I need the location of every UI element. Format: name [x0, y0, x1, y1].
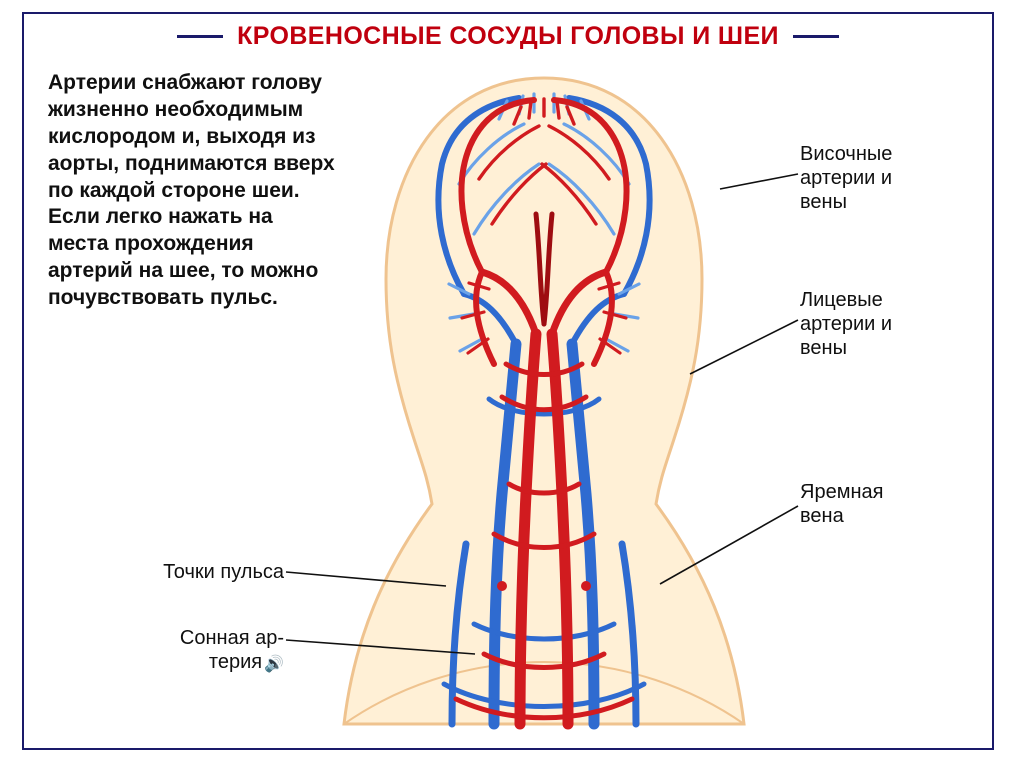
page-title: КРОВЕНОСНЫЕ СОСУДЫ ГОЛОВЫ И ШЕИ: [237, 22, 779, 51]
label-jugular: Яремнаявена: [800, 480, 970, 528]
label-facial-text: Лицевыеартерии ивены: [800, 289, 892, 359]
description-paragraph: Артерии снабжают голову жизненно необход…: [48, 70, 338, 312]
label-pulse: Точки пульса: [106, 560, 284, 584]
sound-icon[interactable]: 🔊: [264, 655, 284, 674]
label-facial: Лицевыеартерии ивены: [800, 288, 970, 360]
label-pulse-text: Точки пульса: [163, 561, 284, 583]
anatomy-diagram: [324, 64, 764, 744]
label-jugular-text: Яремнаявена: [800, 481, 883, 527]
title-dash-left: [177, 35, 223, 38]
head-outline: [344, 78, 744, 724]
label-carotid: Сонная ар-терия🔊: [106, 626, 284, 674]
title-dash-right: [793, 35, 839, 38]
title-row: КРОВЕНОСНЫЕ СОСУДЫ ГОЛОВЫ И ШЕИ: [24, 22, 992, 51]
label-temporal: Височныеартерии ивены: [800, 142, 970, 214]
diagram-frame: КРОВЕНОСНЫЕ СОСУДЫ ГОЛОВЫ И ШЕИ Артерии …: [22, 12, 994, 750]
label-temporal-text: Височныеартерии ивены: [800, 143, 892, 213]
